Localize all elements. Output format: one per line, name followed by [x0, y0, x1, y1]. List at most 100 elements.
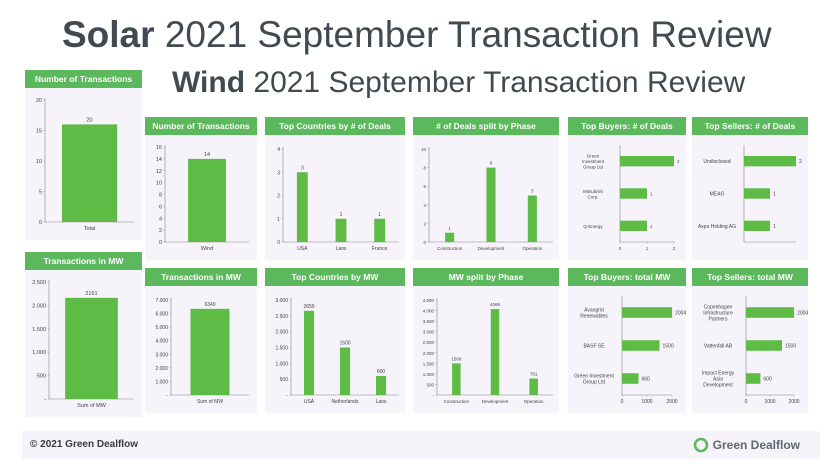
y-tick-label: 500: [37, 374, 46, 380]
wind-phase-card: # of Deals split by Phase 0 2 4 6 8 10 1 Constru…: [413, 117, 559, 260]
y-tick-label: Vattenfall AB: [704, 344, 733, 350]
bar: [746, 373, 761, 384]
footer-brand-name: Green Dealflow: [712, 438, 800, 452]
bar: [61, 124, 118, 222]
bar: [746, 340, 782, 351]
bar: [65, 297, 118, 399]
y-tick-label: Undisclosed: [703, 159, 730, 165]
bar: [622, 373, 639, 384]
y-tick-label: -: [166, 393, 168, 399]
y-tick-label: -: [286, 393, 288, 399]
y-tick-label: 14: [156, 157, 162, 163]
bar: [622, 307, 673, 318]
bar: [335, 218, 347, 242]
card-title: Transactions in MW: [145, 268, 257, 286]
y-tick-label: 1.000: [423, 372, 435, 377]
y-tick-label: 500: [280, 377, 289, 383]
x-tick-label: USA: [297, 246, 308, 252]
x-tick-label: Development: [478, 246, 505, 251]
card-title: Number of Transactions: [145, 117, 257, 135]
wind-countries-card: Top Countries by # of Deals 0 1 2 3 4 3 USA 1 Lao…: [265, 117, 405, 260]
data-label: 1: [773, 192, 776, 198]
x-tick-label: 0: [621, 399, 624, 405]
y-tick-label: 4: [277, 147, 280, 153]
y-tick-label: 4.500: [423, 298, 435, 303]
y-tick-label: 4: [423, 203, 426, 208]
bar: [490, 309, 500, 395]
x-tick-label: 0: [619, 246, 622, 251]
y-tick-label: 6.000: [155, 312, 168, 318]
y-tick-label: 2.000: [275, 330, 288, 336]
wind-title: Wind 2021 September Transaction Review: [172, 66, 745, 100]
y-tick-label: 2.500: [275, 314, 288, 320]
wind-sellers-mw-card: Top Sellers: total MW 0 1000 2000 2004 Copenh…: [692, 268, 808, 413]
bar: [744, 188, 770, 199]
wind-transactions-card: Number of Transactions 0 2 4 6 8 10 12 14 16 14 Win…: [145, 117, 257, 260]
data-label: 2: [677, 159, 680, 164]
data-label: 2004: [797, 311, 808, 317]
y-tick-label: 0: [39, 220, 42, 226]
data-label: 1500: [785, 344, 796, 350]
y-tick-label: -: [44, 397, 46, 403]
data-label: 4068: [490, 302, 501, 307]
wind-mw-card: Transactions in MW - 1.000 2.000 3.000 4.000 5…: [145, 268, 257, 413]
y-tick-label: 1.500: [275, 346, 288, 352]
solar-transactions-card: Number of Transactions 0 5 10 15 20 20 Total: [25, 70, 142, 240]
y-tick-label: Q-Energy: [583, 224, 603, 229]
y-tick-label: Avangrid Renewables: [580, 308, 608, 320]
bar: [620, 188, 647, 199]
card-title: Top Buyers: # of Deals: [568, 117, 686, 135]
data-label: 20: [86, 117, 92, 123]
y-tick-label: Green Investment Group Ltd: [582, 154, 605, 170]
data-label: 781: [530, 372, 538, 377]
data-label: 600: [377, 369, 386, 375]
y-tick-label: 1.000: [155, 379, 168, 385]
y-tick-label: 5: [39, 190, 42, 196]
y-tick-label: 2.000: [32, 303, 46, 309]
data-label: 1500: [663, 344, 674, 350]
y-tick-label: 4.000: [155, 339, 168, 345]
bar: [375, 376, 387, 395]
chart-svg: - 500 1.000 1.500 2.000 2.500 3.000 2659 USA 1500…: [275, 298, 399, 405]
bar: [620, 155, 674, 167]
y-tick-label: 1.500: [423, 361, 435, 366]
card-title: Top Countries by # of Deals: [265, 117, 405, 135]
footer: © 2021 Green Dealflow Green Dealflow: [22, 431, 820, 459]
x-tick-label: 1: [646, 246, 649, 251]
y-tick-label: 500: [426, 382, 434, 387]
x-tick-label: Sum of MW: [77, 403, 107, 409]
data-label: 1: [650, 224, 653, 229]
y-tick-label: Green Investment Group Ltd: [574, 374, 614, 386]
chart-svg: 0 5 10 15 20 20 Total: [36, 98, 134, 232]
data-label: 1: [773, 224, 776, 230]
bar: [339, 347, 351, 395]
y-tick-label: 1.000: [32, 350, 46, 356]
x-tick-label: 1000: [641, 399, 652, 405]
data-label: 8: [490, 161, 493, 166]
x-tick-label: 2000: [666, 399, 677, 405]
bar: [452, 363, 461, 395]
footer-brand: Green Dealflow: [693, 435, 800, 455]
solar-title-rest: 2021 September Transaction Review: [154, 14, 772, 55]
y-tick-label: 15: [36, 129, 42, 135]
data-label: 6349: [204, 302, 215, 308]
x-tick-label: France: [372, 246, 388, 252]
solar-title: Solar 2021 September Transaction Review: [62, 14, 772, 56]
data-label: 1: [448, 226, 451, 231]
y-tick-label: Axpo Holding AG: [698, 224, 736, 230]
bar: [296, 172, 308, 242]
data-label: 3: [301, 165, 304, 171]
y-tick-label: 10: [156, 181, 162, 187]
y-tick-label: 3: [277, 170, 280, 176]
bar: [622, 340, 660, 351]
solar-title-bold: Solar: [62, 14, 155, 55]
data-label: 1: [650, 192, 653, 197]
bar: [303, 310, 315, 395]
x-tick-label: Laos: [336, 246, 347, 252]
y-tick-label: 4.000: [423, 309, 435, 314]
data-label: 2659: [303, 304, 314, 310]
x-tick-label: Operation: [522, 246, 542, 251]
bar: [527, 195, 537, 242]
y-tick-label: 7.000: [155, 298, 168, 304]
y-tick-label: 0: [277, 240, 280, 246]
